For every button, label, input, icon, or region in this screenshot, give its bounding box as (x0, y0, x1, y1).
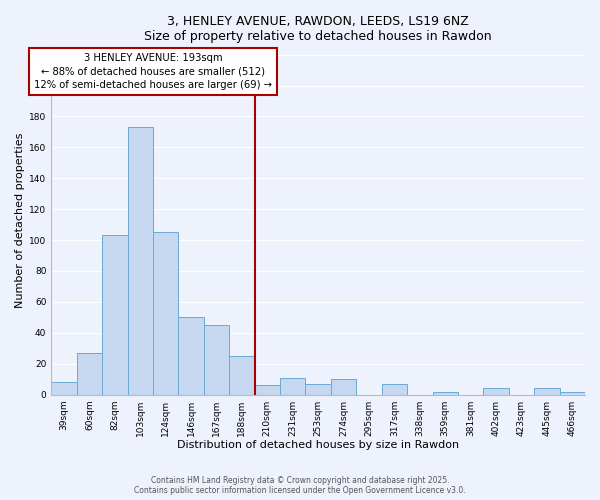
Bar (128, 128, 153, 394)
Bar (331, 379, 356, 394)
Y-axis label: Number of detached properties: Number of detached properties (15, 133, 25, 308)
X-axis label: Distribution of detached houses by size in Rawdon: Distribution of detached houses by size … (177, 440, 459, 450)
Bar (280, 378, 305, 394)
Title: 3, HENLEY AVENUE, RAWDON, LEEDS, LS19 6NZ
Size of property relative to detached : 3, HENLEY AVENUE, RAWDON, LEEDS, LS19 6N… (145, 15, 492, 43)
Text: 3 HENLEY AVENUE: 193sqm
← 88% of detached houses are smaller (512)
12% of semi-d: 3 HENLEY AVENUE: 193sqm ← 88% of detache… (34, 53, 272, 90)
Bar (433, 392, 458, 394)
Text: Contains HM Land Registry data © Crown copyright and database right 2025.
Contai: Contains HM Land Registry data © Crown c… (134, 476, 466, 495)
Bar (229, 356, 254, 395)
Bar (153, 232, 178, 394)
Bar (560, 392, 585, 394)
Bar (204, 325, 229, 394)
Bar (484, 388, 509, 394)
Bar (254, 386, 280, 394)
Bar (178, 318, 204, 394)
Bar (382, 384, 407, 394)
Bar (77, 353, 102, 395)
Bar (102, 236, 128, 394)
Bar (51, 382, 77, 394)
Bar (534, 388, 560, 394)
Bar (305, 384, 331, 394)
